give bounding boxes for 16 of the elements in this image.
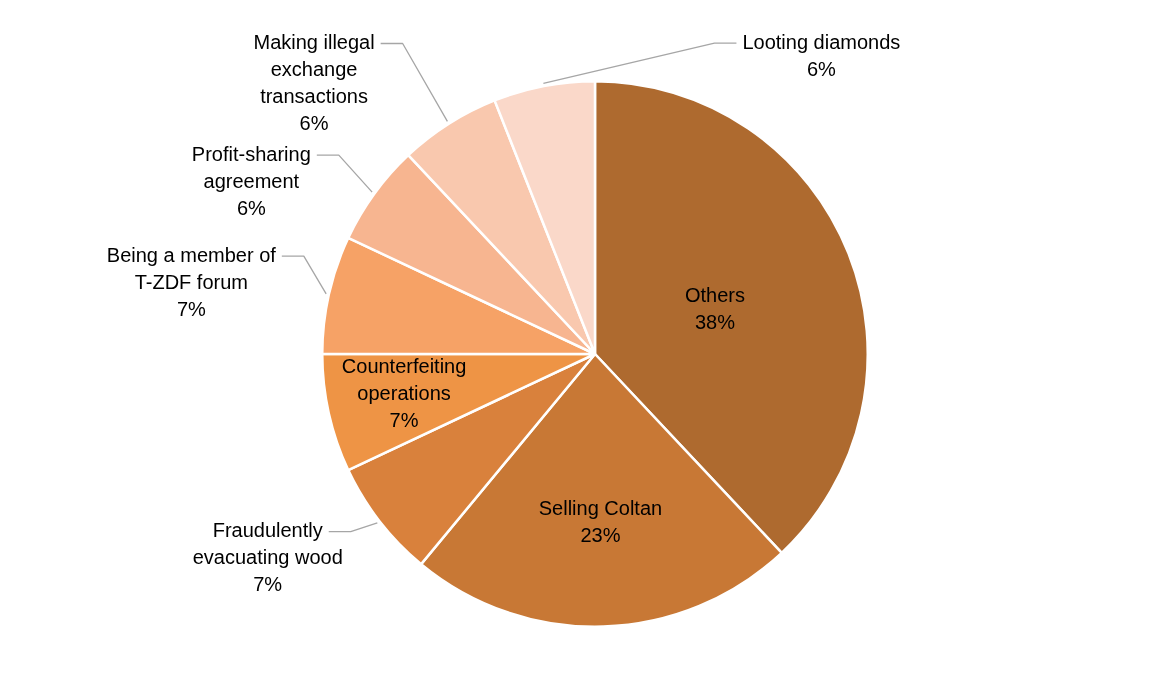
slice-label: Fraudulently evacuating wood: [192, 519, 343, 569]
data-label: 7%: [176, 297, 206, 320]
data-label: 6%: [236, 196, 266, 219]
slice-label: Selling Coltan: [538, 497, 663, 520]
slice-label: Making illegal exchange transactions: [253, 30, 375, 107]
slice-label: Others: [684, 284, 746, 307]
data-label: 7%: [389, 409, 419, 432]
data-label: 7%: [253, 573, 283, 596]
slice-label: Looting diamonds: [742, 30, 901, 53]
slice-label: Being a member of T-ZDF forum: [106, 243, 277, 293]
slice-label: Profit-sharing agreement: [191, 142, 311, 192]
data-label: 6%: [806, 57, 837, 80]
data-label: 38%: [694, 311, 736, 334]
data-label: 6%: [299, 111, 329, 134]
slice-label: Counterfeiting operations: [341, 355, 467, 405]
data-label: 23%: [580, 524, 621, 547]
